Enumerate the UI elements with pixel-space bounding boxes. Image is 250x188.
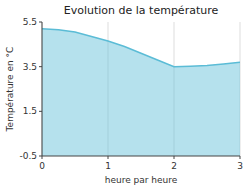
y-tick-label: 1.5 <box>23 106 37 116</box>
line <box>42 29 240 67</box>
y-tick <box>39 111 42 112</box>
y-tick <box>39 156 42 157</box>
y-tick-label: 3.5 <box>23 62 37 72</box>
title: Evolution de la température <box>64 4 219 17</box>
x-axis-line <box>42 156 240 157</box>
area <box>42 29 240 156</box>
plot-area <box>42 29 240 156</box>
y-tick <box>39 66 42 67</box>
x-tick <box>108 156 109 159</box>
x-tick-label: 0 <box>39 161 45 171</box>
x-tick <box>174 156 175 159</box>
x-tick <box>240 156 241 159</box>
y-axis-line <box>42 22 43 156</box>
y-tick <box>39 22 42 23</box>
chart: 0 1 2 3 -0.5 1.5 3.5 5.5 Evolution de la tempéra… <box>0 0 250 188</box>
y-tick-label: -0.5 <box>19 151 37 161</box>
y-tick-label: 5.5 <box>23 17 37 27</box>
x-tick-label: 3 <box>237 161 243 171</box>
x-axis-label: heure par heure <box>105 175 178 185</box>
x-tick-label: 2 <box>171 161 177 171</box>
x-tick-label: 1 <box>105 161 111 171</box>
grid-line-x <box>42 22 43 156</box>
y-axis-label: Température en °C <box>5 47 15 133</box>
